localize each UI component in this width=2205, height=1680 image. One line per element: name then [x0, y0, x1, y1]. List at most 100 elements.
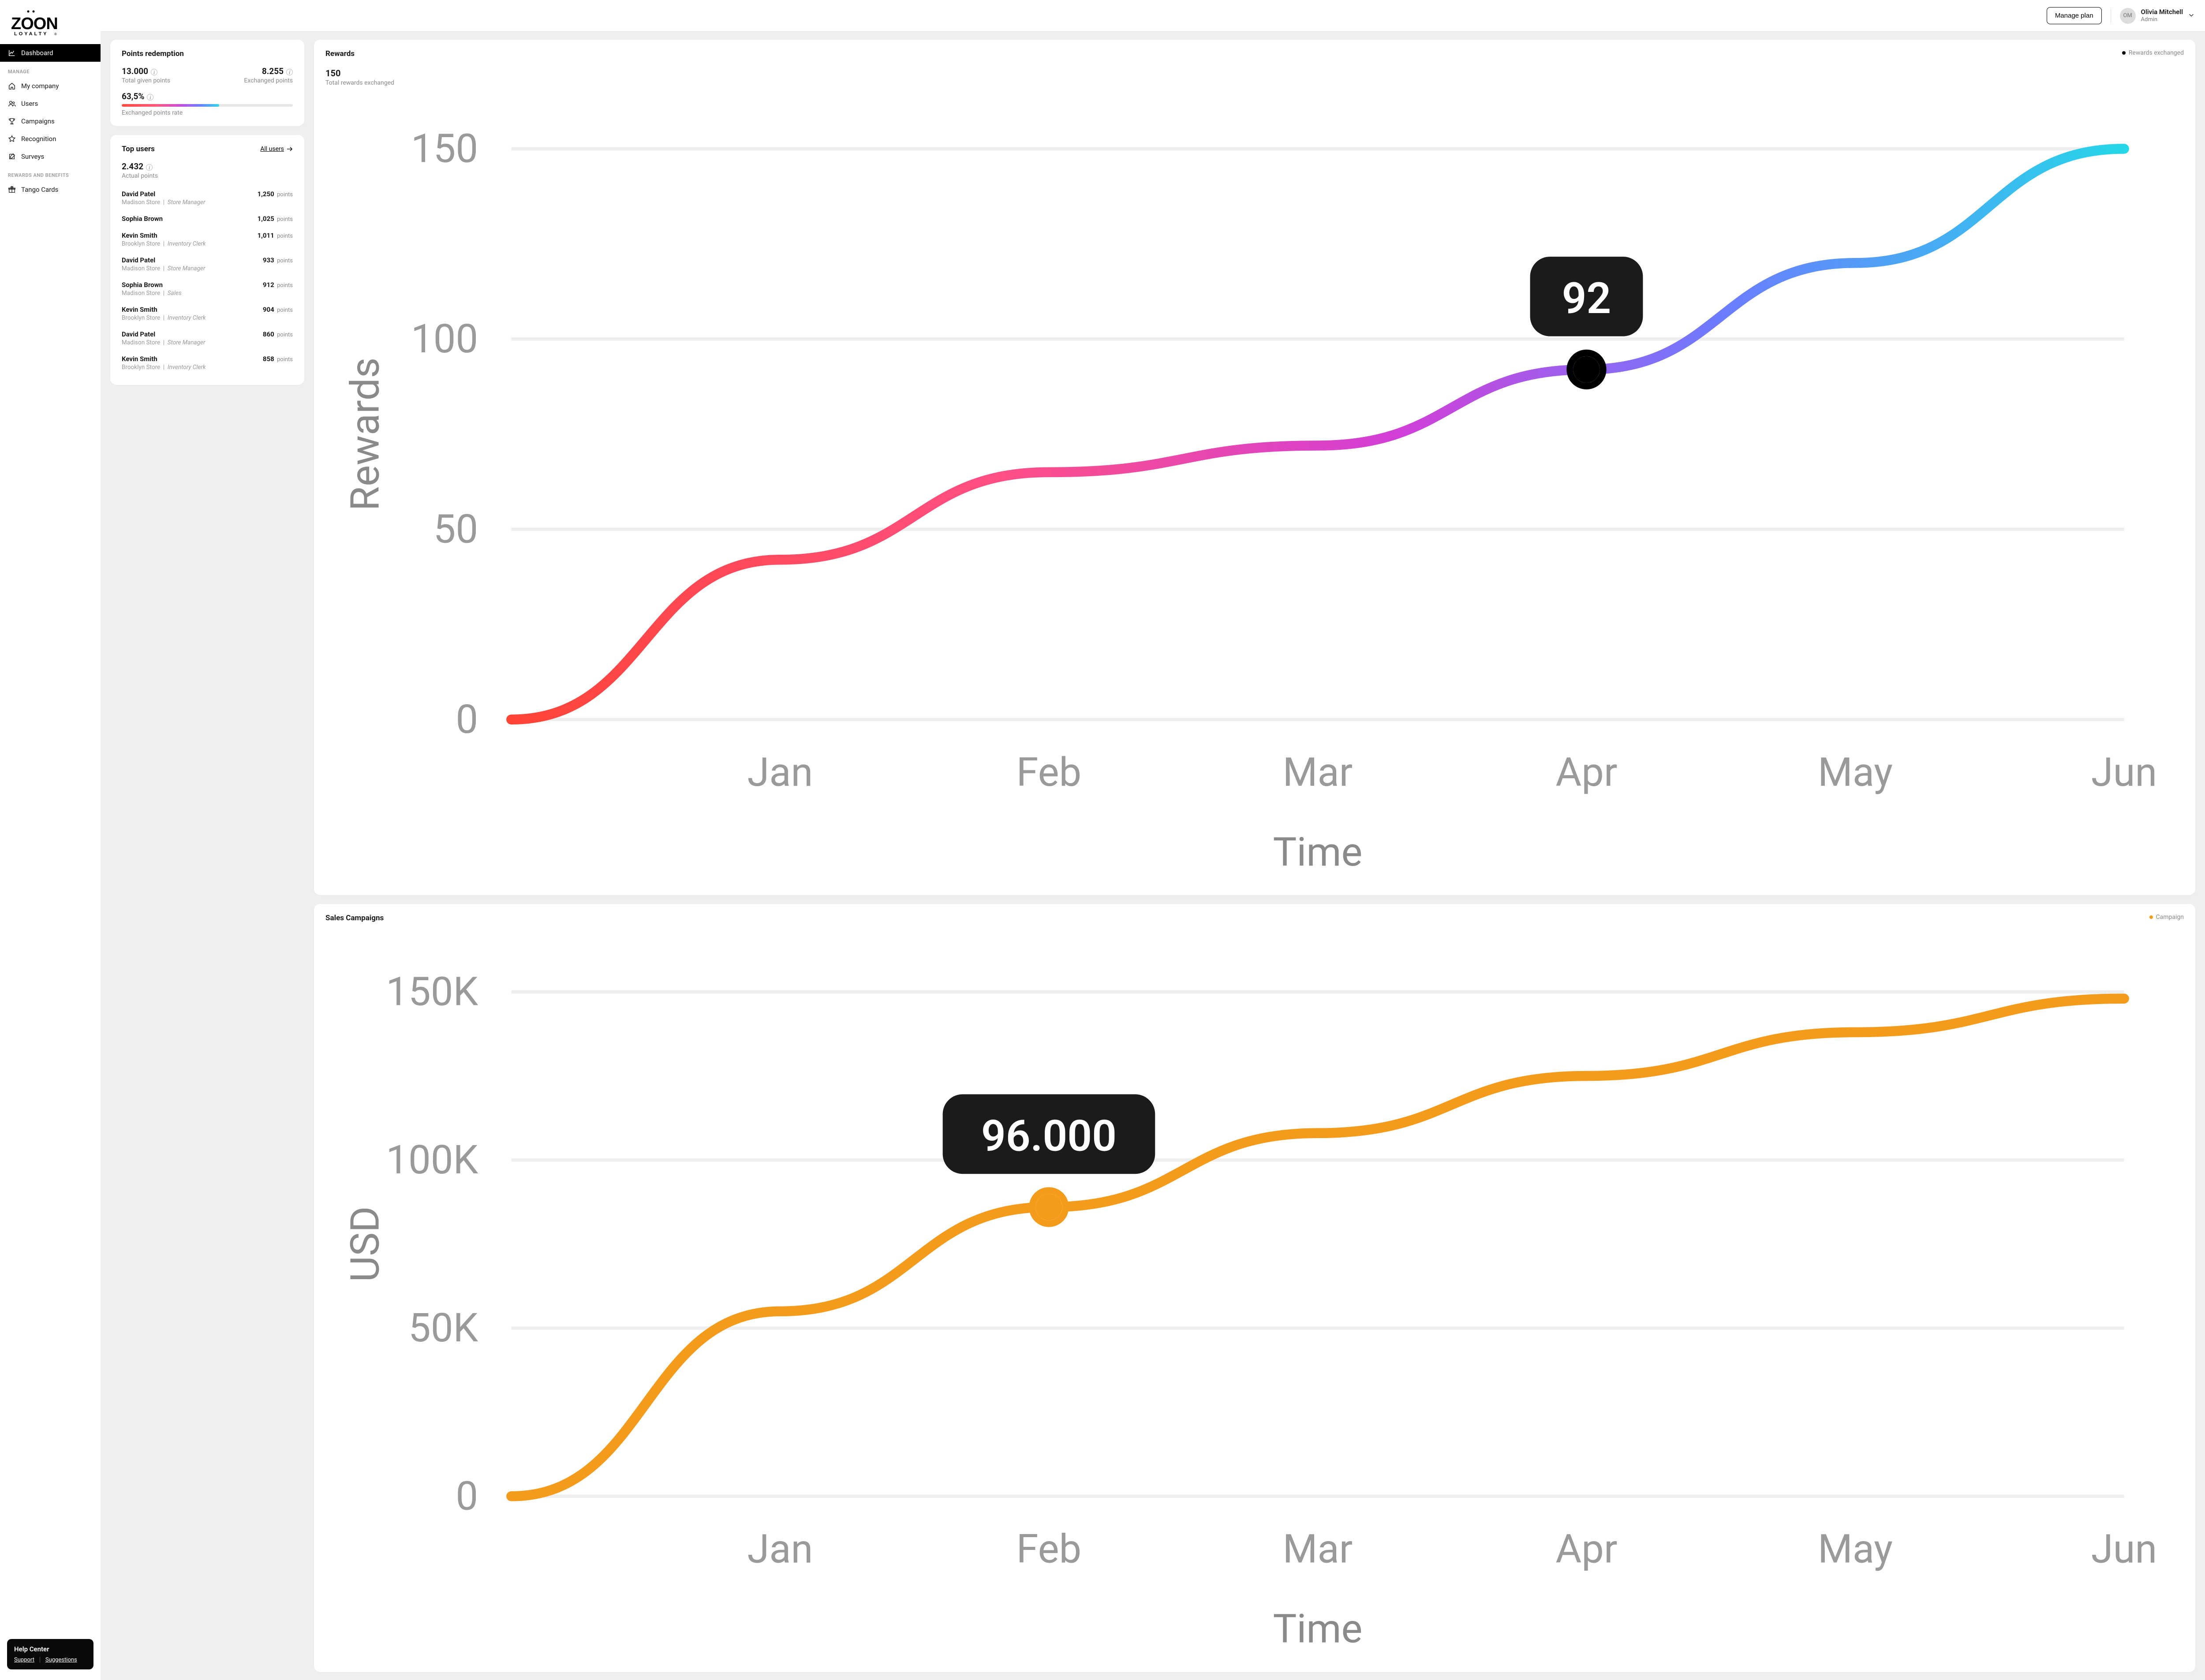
svg-text:50: 50 — [434, 506, 478, 553]
user-name: Olivia Mitchell — [2141, 8, 2183, 16]
user-points: 1,250 points — [258, 190, 293, 198]
svg-text:Jun: Jun — [2091, 1526, 2157, 1573]
nav-section-rewards: REWARDS AND BENEFITS — [0, 165, 101, 181]
gift-icon — [8, 186, 16, 194]
user-row[interactable]: Kevin SmithBrooklyn Store | Inventory Cl… — [122, 351, 293, 375]
user-row[interactable]: David PatelMadison Store | Store Manager… — [122, 326, 293, 351]
user-row[interactable]: David PatelMadison Store | Store Manager… — [122, 252, 293, 276]
legend-dot — [2149, 915, 2153, 919]
points-redemption-card: Points redemption 13.000i Total given po… — [110, 40, 304, 126]
svg-text:92: 92 — [1562, 273, 1611, 324]
svg-text:Apr: Apr — [1555, 1526, 1617, 1573]
progress-fill — [122, 104, 219, 107]
svg-text:150K: 150K — [386, 969, 478, 1015]
svg-text:LOYALTY: LOYALTY — [14, 31, 49, 37]
user-name: Sophia Brown — [122, 215, 163, 223]
nav-item-recognition[interactable]: Recognition — [0, 130, 101, 148]
rate-label: Exchanged points rate — [122, 109, 293, 116]
arrow-right-icon — [287, 146, 293, 152]
user-row[interactable]: Kevin SmithBrooklyn Store | Inventory Cl… — [122, 301, 293, 326]
svg-text:150: 150 — [411, 126, 478, 172]
svg-text:Jan: Jan — [747, 749, 813, 796]
users-icon — [8, 100, 16, 108]
help-suggestions-link[interactable]: Suggestions — [45, 1657, 77, 1663]
user-points: 860 points — [263, 330, 293, 338]
svg-text:Mar: Mar — [1283, 749, 1353, 796]
chart-icon — [8, 49, 16, 57]
top-users-card: Top users All users 2.432i Actual points… — [110, 135, 304, 385]
card-title: Sales Campaigns — [325, 914, 384, 922]
user-name: David Patel — [122, 256, 205, 264]
user-name: David Patel — [122, 330, 205, 338]
user-meta: Madison Store | Store Manager — [122, 339, 205, 346]
card-title: Rewards — [325, 49, 355, 58]
user-meta: Brooklyn Store | Inventory Clerk — [122, 364, 206, 371]
exchanged-points-label: Exchanged points — [244, 77, 293, 84]
nav-item-label: Tango Cards — [21, 186, 58, 194]
all-users-link[interactable]: All users — [260, 146, 293, 153]
exchanged-points-value: 8.255 — [262, 66, 284, 76]
nav-item-campaigns[interactable]: Campaigns — [0, 112, 101, 130]
user-name: Sophia Brown — [122, 281, 182, 289]
svg-text:Jun: Jun — [2091, 749, 2157, 796]
user-meta: Madison Store | Store Manager — [122, 265, 205, 272]
nav-item-label: My company — [21, 82, 59, 90]
user-name: Kevin Smith — [122, 355, 206, 363]
edit-icon — [8, 153, 16, 161]
user-menu[interactable]: OM Olivia Mitchell Admin — [2120, 8, 2194, 24]
svg-text:May: May — [1818, 1526, 1893, 1573]
user-points: 933 points — [263, 256, 293, 264]
user-meta: Madison Store | Sales — [122, 290, 182, 297]
user-row[interactable]: Sophia BrownMadison Store | Sales 912 poi… — [122, 276, 293, 301]
help-support-link[interactable]: Support — [14, 1657, 34, 1663]
user-points: 1,025 points — [258, 215, 293, 223]
nav-item-my-company[interactable]: My company — [0, 77, 101, 95]
card-title: Top users — [122, 145, 155, 153]
given-points-label: Total given points — [122, 77, 170, 84]
user-meta: Madison Store | Store Manager — [122, 199, 205, 206]
actual-points-label: Actual points — [122, 172, 293, 179]
user-name: David Patel — [122, 190, 205, 198]
user-name: Kevin Smith — [122, 231, 206, 239]
user-name: Kevin Smith — [122, 306, 206, 314]
avatar: OM — [2120, 8, 2136, 24]
progress-track — [122, 104, 293, 107]
svg-text:50K: 50K — [408, 1305, 478, 1351]
given-points-value: 13.000 — [122, 66, 148, 76]
user-row[interactable]: Sophia Brown 1,025 points — [122, 210, 293, 227]
nav-item-dashboard[interactable]: Dashboard — [0, 44, 101, 62]
actual-points-value: 2.432 — [122, 161, 143, 172]
nav-item-label: Recognition — [21, 135, 56, 143]
info-icon[interactable]: i — [146, 164, 153, 171]
brand-logo: ZOON LOYALTY ® — [0, 0, 101, 44]
svg-text:Time: Time — [1273, 829, 1363, 876]
svg-text:Rewards: Rewards — [342, 358, 389, 511]
manage-plan-button[interactable]: Manage plan — [2047, 7, 2102, 24]
help-center-title: Help Center — [14, 1645, 86, 1653]
user-row[interactable]: David PatelMadison Store | Store Manager… — [122, 186, 293, 210]
sales-chart: 050K100K150KJanFebMarAprMayJunUSDTime96.… — [325, 932, 2184, 1662]
info-icon[interactable]: i — [286, 69, 293, 75]
svg-text:USD: USD — [342, 1206, 389, 1282]
svg-text:®: ® — [54, 32, 57, 36]
svg-text:Feb: Feb — [1017, 1526, 1082, 1573]
info-icon[interactable]: i — [151, 69, 157, 75]
svg-text:Feb: Feb — [1017, 749, 1082, 796]
sales-chart-card: Sales Campaigns Campaign 050K100K150KJan… — [314, 904, 2195, 1672]
user-points: 904 points — [263, 306, 293, 314]
user-meta: Brooklyn Store | Inventory Clerk — [122, 240, 206, 247]
nav-item-surveys[interactable]: Surveys — [0, 148, 101, 165]
nav-item-users[interactable]: Users — [0, 95, 101, 112]
legend-dot — [2122, 51, 2126, 55]
rate-value: 63,5% — [122, 91, 144, 101]
svg-text:0: 0 — [456, 696, 478, 743]
info-icon[interactable]: i — [147, 94, 153, 101]
svg-text:96.000: 96.000 — [981, 1111, 1117, 1161]
nav-item-tango-cards[interactable]: Tango Cards — [0, 181, 101, 198]
topbar: Manage plan OM Olivia Mitchell Admin — [101, 0, 2205, 32]
rewards-total-value: 150 — [325, 68, 2184, 78]
user-points: 912 points — [263, 281, 293, 289]
svg-text:Time: Time — [1273, 1605, 1363, 1652]
user-row[interactable]: Kevin SmithBrooklyn Store | Inventory Cl… — [122, 227, 293, 252]
rewards-chart: 050100150JanFebMarAprMayJunRewardsTime92 — [325, 89, 2184, 885]
